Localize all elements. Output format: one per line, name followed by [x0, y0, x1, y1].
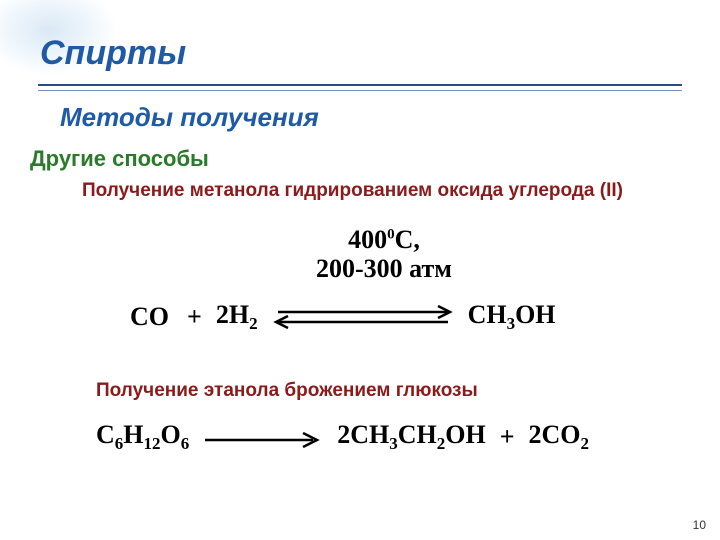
eq1-product: CH3OH: [468, 300, 556, 334]
eq2-plus: +: [500, 422, 515, 452]
eq1-plus: +: [187, 302, 202, 332]
title-rule-thick: [38, 84, 682, 86]
eq1-h2: 2H2: [216, 300, 258, 334]
equation1: CO + 2H2 CH3OH: [130, 300, 600, 334]
cond-temp-degree: 0: [387, 226, 395, 242]
page-title: Спирты: [40, 34, 186, 73]
eq2-co2: 2CO2: [529, 420, 590, 454]
section-heading: Другие способы: [30, 146, 209, 172]
subtitle: Методы получения: [60, 102, 319, 133]
equation2-caption: Получение этанола брожением глюкозы: [96, 380, 478, 402]
eq2-ethanol: 2CH3CH2OH: [337, 420, 485, 454]
cond-temp-unit: С,: [395, 225, 420, 254]
equilibrium-arrow: [268, 302, 458, 332]
eq1-co: CO: [130, 302, 169, 332]
equation2: C6H12O6 2CH3CH2OH + 2CO2: [96, 420, 656, 454]
equation1-caption: Получение метанола гидрированием оксида …: [82, 180, 623, 202]
cond-pressure: 200-300 атм: [316, 255, 452, 284]
eq2-glucose: C6H12O6: [96, 420, 189, 454]
equation1-conditions: 4000С, 200-300 атм: [316, 226, 452, 283]
reaction-arrow: [201, 427, 321, 447]
page-number: 10: [693, 518, 706, 532]
title-rule-thin: [38, 90, 682, 91]
cond-temp-value: 400: [348, 225, 387, 254]
